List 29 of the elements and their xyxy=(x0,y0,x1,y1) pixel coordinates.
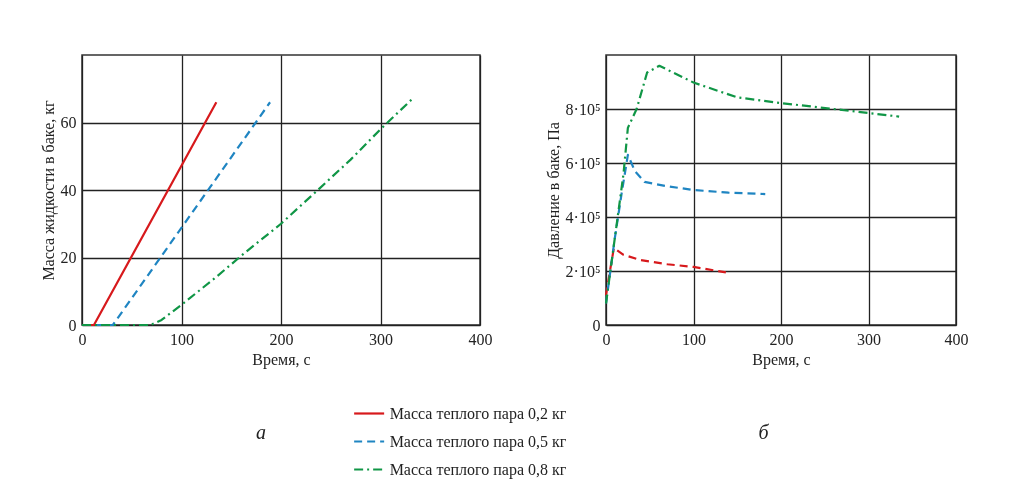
y-tick-label: 0 xyxy=(68,316,77,334)
y-tick-label: 20 xyxy=(60,249,77,266)
y-axis-title: Давление в баке, Па xyxy=(544,122,563,259)
y-tick-label: 2·10⁵ xyxy=(565,262,601,280)
line-series xyxy=(80,97,414,327)
y-tick-label: 4·10⁵ xyxy=(565,208,601,226)
x-tick-label: 100 xyxy=(170,330,194,348)
y-tick-label: 60 xyxy=(60,114,77,131)
text: б xyxy=(758,421,770,443)
x-tick-label: 400 xyxy=(468,330,493,348)
y-tick-label: 40 xyxy=(60,181,77,199)
y-axis-title: Масса жидкости в баке, кг xyxy=(39,99,58,281)
y-tick-label: 8·10⁵ xyxy=(565,100,601,118)
legend-label: Масса теплого пара 0,2 кг xyxy=(389,404,567,423)
line-series xyxy=(604,246,727,297)
x-axis-title: Время, с xyxy=(752,350,811,369)
x-tick-label: 200 xyxy=(769,330,794,348)
x-tick-label: 400 xyxy=(944,330,969,348)
legend-label: Масса теплого пара 0,8 кг xyxy=(389,460,567,479)
x-axis-title: Время, с xyxy=(252,350,311,369)
y-tick-label: 0 xyxy=(592,316,601,334)
x-tick-label: 100 xyxy=(682,330,706,348)
line-series xyxy=(604,64,901,305)
text: а xyxy=(256,421,267,443)
x-tick-label: 300 xyxy=(857,330,881,348)
x-tick-label: 200 xyxy=(269,330,294,348)
x-tick-label: 300 xyxy=(369,330,393,348)
y-tick-label: 6·10⁵ xyxy=(565,154,601,172)
legend-label: Масса теплого пара 0,5 кг xyxy=(389,432,567,451)
